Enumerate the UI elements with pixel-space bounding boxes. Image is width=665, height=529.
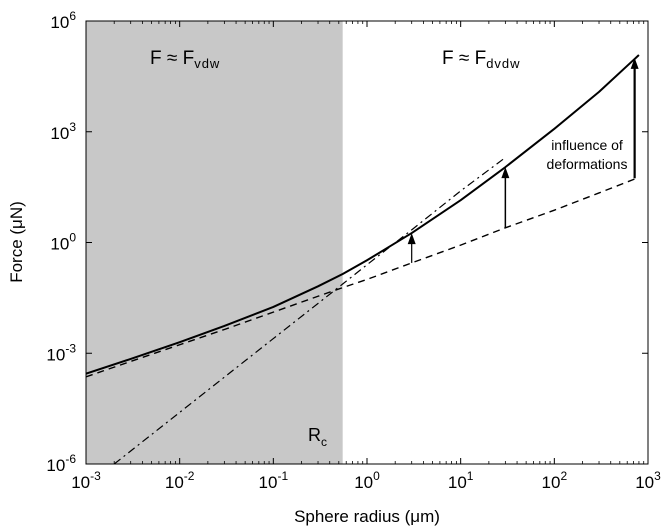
shaded-region-vdw	[86, 21, 343, 464]
annotation-region-vdw: F ≈ Fvdw	[150, 48, 220, 71]
y-tick-base: 10	[50, 13, 69, 32]
arrow-1	[407, 233, 416, 263]
annotation-rc-sub: c	[321, 435, 327, 449]
x-axis-label: Sphere radius (μm)	[294, 507, 440, 526]
x-tick-label: 10-3	[71, 469, 101, 492]
x-tick-exp: 0	[373, 469, 380, 483]
y-tick-exp: -3	[65, 341, 76, 355]
series-solid-line	[86, 54, 640, 375]
arrow-layer	[407, 57, 639, 263]
y-tick-exp: 6	[69, 9, 76, 23]
y-tick-label: 106	[50, 9, 76, 32]
x-tick-exp: -1	[277, 469, 288, 483]
x-tick-base: 10	[71, 473, 90, 492]
y-tick-base: 10	[50, 124, 69, 143]
y-tick-base: 10	[46, 456, 65, 475]
arrow-head	[407, 233, 416, 245]
x-tick-exp: -3	[90, 469, 101, 483]
y-tick-base: 10	[46, 345, 65, 364]
y-tick-label: 103	[50, 120, 76, 143]
y-tick-base: 10	[50, 235, 69, 254]
annotation-rc-base: R	[308, 425, 321, 445]
x-tick-base: 10	[448, 473, 467, 492]
annotation-region-dvdw-prefix: F ≈ F	[442, 48, 486, 69]
annotation-influence-line2: deformations	[547, 156, 628, 172]
x-tick-base: 10	[354, 473, 373, 492]
y-tick-exp: -6	[65, 452, 76, 466]
arrow-head	[630, 57, 639, 69]
plot-frame	[85, 20, 649, 465]
annotation-influence-line1: influence of	[551, 137, 623, 153]
x-tick-label: 102	[542, 469, 568, 492]
annotation-region-vdw-prefix: F ≈ F	[150, 48, 194, 69]
y-axis-label: Force (μN)	[7, 201, 26, 283]
x-tick-base: 10	[635, 473, 654, 492]
x-tick-label: 101	[448, 469, 474, 492]
x-tick-labels: 10-3 10-2 10-1 100 101 102 103	[71, 469, 661, 492]
x-tick-base: 10	[259, 473, 278, 492]
x-tick-exp: -2	[184, 469, 195, 483]
y-tick-label: 10-3	[46, 341, 76, 364]
x-tick-exp: 3	[654, 469, 661, 483]
x-tick-base: 10	[542, 473, 561, 492]
arrow-3	[630, 57, 639, 179]
annotation-region-vdw-sub: vdw	[194, 56, 220, 71]
y-tick-exp: 0	[69, 231, 76, 245]
arrow-2	[501, 167, 510, 228]
series-layer	[86, 54, 640, 464]
annotation-rc: Rc	[308, 425, 327, 449]
series-dashdot-line	[113, 157, 506, 464]
x-tick-exp: 1	[467, 469, 474, 483]
x-tick-label: 103	[635, 469, 661, 492]
annotation-region-dvdw-sub: dvdw	[486, 56, 520, 71]
y-tick-exp: 3	[69, 120, 76, 134]
x-tick-label: 10-2	[165, 469, 195, 492]
y-tick-label: 10-6	[46, 452, 76, 475]
x-tick-base: 10	[165, 473, 184, 492]
x-tick-label: 100	[354, 469, 380, 492]
y-tick-label: 100	[50, 231, 76, 254]
annotation-region-dvdw: F ≈ Fdvdw	[442, 48, 521, 71]
x-tick-exp: 2	[560, 469, 567, 483]
x-tick-label: 10-1	[259, 469, 289, 492]
arrow-head	[501, 167, 510, 179]
